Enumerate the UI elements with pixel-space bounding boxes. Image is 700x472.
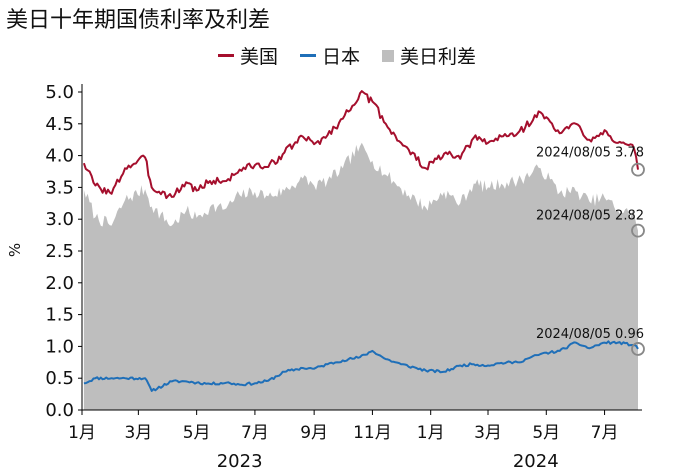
legend-label-us: 美国 (240, 46, 279, 68)
y-tick-label: 4.5 (45, 114, 74, 135)
series-line-jp (83, 340, 639, 392)
legend-swatch-jp (300, 54, 317, 57)
legend: 美国 日本 美日利差 (218, 42, 476, 69)
x-tick-label: 11月 (353, 423, 392, 443)
y-tick-label: 2.0 (45, 273, 74, 294)
legend-label-jp: 日本 (322, 46, 361, 68)
legend-swatch-spread (382, 49, 395, 62)
x-tick-label: 5月 (532, 423, 560, 443)
chart-title: 美日十年期国债利率及利差 (6, 8, 271, 33)
annotation-label: 2024/08/05 0.96 (536, 327, 644, 342)
series-area-spread (83, 142, 638, 411)
x-year-label: 2024 (513, 451, 559, 472)
y-tick-label: 5.0 (45, 82, 74, 103)
x-tick-label: 7月 (241, 423, 269, 443)
y-tick-label: 2.5 (45, 241, 74, 262)
x-tick-label: 3月 (124, 423, 152, 443)
series-line-us (82, 90, 639, 200)
x-year-label: 2023 (217, 451, 263, 472)
annotation-label: 2024/08/05 2.82 (536, 209, 644, 224)
y-tick-label: 3.5 (45, 177, 74, 198)
y-tick-label: 1.5 (45, 305, 74, 326)
y-tick-label: 4.0 (45, 146, 74, 167)
x-tick-label: 7月 (591, 423, 619, 443)
x-tick-label: 3月 (474, 423, 502, 443)
annotation-marker (631, 223, 645, 238)
x-tick-label: 5月 (183, 423, 211, 443)
annotation-marker (631, 342, 645, 356)
legend-item-spread: 美日利差 (382, 42, 476, 69)
y-tick-label: 1.0 (45, 336, 74, 357)
annotation-label: 2024/08/05 3.78 (536, 146, 644, 161)
x-tick-label: 1月 (417, 423, 445, 443)
x-tick-label: 9月 (300, 423, 328, 443)
y-tick-label: 0.5 (45, 368, 74, 389)
y-tick-label: 0.0 (45, 400, 74, 421)
annotation-marker (631, 162, 645, 177)
legend-swatch-us (218, 54, 234, 57)
legend-label-spread: 美日利差 (400, 46, 477, 68)
legend-item-us: 美国 (218, 42, 278, 69)
x-tick-label: 1月 (68, 423, 96, 443)
y-tick-label: 3.0 (45, 209, 74, 230)
legend-item-jp: 日本 (300, 42, 360, 69)
y-axis-label: % (6, 243, 24, 257)
